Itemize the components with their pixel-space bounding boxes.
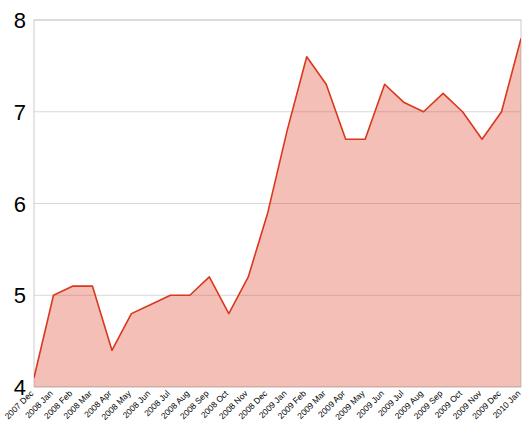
area-fill	[34, 38, 521, 387]
y-tick-label: 6	[14, 192, 26, 217]
area-line	[34, 38, 521, 377]
plot-frame	[34, 20, 521, 387]
y-tick-label: 8	[14, 8, 26, 33]
chart-container: 456782007 Dec2008 Jan2008 Feb2008 Mar200…	[0, 0, 525, 425]
chart-svg: 456782007 Dec2008 Jan2008 Feb2008 Mar200…	[0, 0, 525, 425]
y-tick-label: 5	[14, 283, 26, 308]
plot-area	[34, 38, 521, 387]
y-tick-label: 7	[14, 100, 26, 125]
x-tick-label: 2010 Jan	[491, 388, 523, 420]
